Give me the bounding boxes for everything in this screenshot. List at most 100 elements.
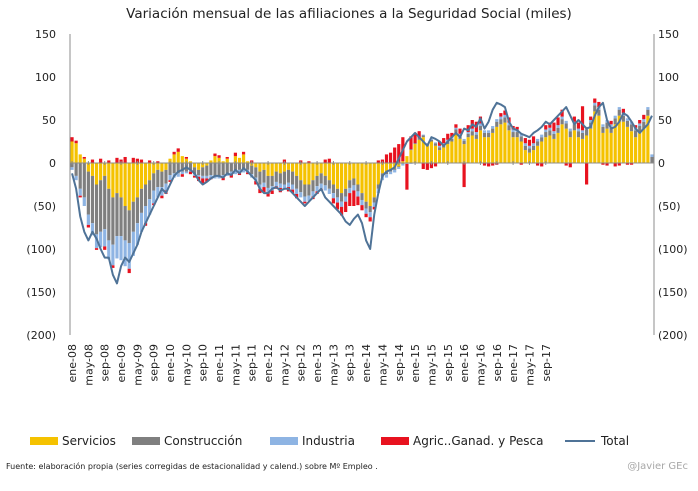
bar-industria-22 bbox=[160, 187, 164, 196]
bar-construcci-n-27 bbox=[180, 163, 184, 172]
bar-construcci-n-83 bbox=[409, 149, 413, 151]
legend-swatch-industria bbox=[270, 437, 298, 445]
bar-servicios-102 bbox=[487, 137, 491, 163]
bar-industria-115 bbox=[540, 134, 544, 138]
bar-construcci-n-136 bbox=[625, 120, 630, 127]
bar-agric-ganad-y-pesca-72 bbox=[364, 213, 368, 218]
bar-construcci-n-22 bbox=[160, 171, 164, 188]
bar-agric-ganad-y-pesca-65 bbox=[335, 202, 340, 210]
bar-industria-32 bbox=[201, 175, 205, 179]
bar-industria-41 bbox=[237, 169, 242, 173]
bar-construcci-n-103 bbox=[491, 128, 495, 133]
legend-label-servicios: Servicios bbox=[62, 434, 116, 448]
bar-industria-104 bbox=[495, 119, 499, 122]
bar-servicios-20 bbox=[152, 163, 156, 174]
bar-industria-50 bbox=[274, 181, 278, 187]
bar-construcci-n-7 bbox=[99, 180, 103, 232]
bar-servicios-131 bbox=[605, 128, 609, 163]
bar-construcci-n-104 bbox=[495, 121, 499, 127]
bar-industria-127 bbox=[589, 120, 593, 123]
bar-servicios-15 bbox=[131, 163, 135, 202]
x-tick-label-25: may-16 bbox=[474, 344, 487, 386]
bar-construcci-n-23 bbox=[164, 169, 168, 184]
bar-servicios-82 bbox=[405, 156, 409, 163]
bar-servicios-89 bbox=[433, 145, 438, 163]
bar-construcci-n-51 bbox=[278, 173, 282, 184]
bar-construcci-n-52 bbox=[282, 171, 286, 185]
bar-industria-122 bbox=[568, 128, 572, 132]
bar-industria-121 bbox=[564, 120, 568, 124]
bar-industria-142 bbox=[650, 154, 654, 157]
bar-construcci-n-62 bbox=[323, 175, 327, 186]
bar-industria-12 bbox=[119, 236, 123, 261]
bar-construcci-n-53 bbox=[286, 169, 291, 183]
y-tick-right-4: (50) bbox=[658, 200, 681, 213]
bar-agric-ganad-y-pesca-43 bbox=[246, 172, 250, 175]
bar-industria-33 bbox=[205, 175, 209, 179]
bar-agric-ganad-y-pesca-93 bbox=[450, 132, 454, 138]
x-tick-label-7: may-10 bbox=[180, 344, 193, 386]
footnote: Fuente: elaboración propia (series corre… bbox=[6, 462, 378, 471]
bar-industria-114 bbox=[536, 138, 540, 142]
bar-industria-26 bbox=[176, 173, 180, 177]
bar-servicios-141 bbox=[646, 115, 650, 163]
bar-construcci-n-111 bbox=[523, 145, 527, 151]
bar-servicios-18 bbox=[143, 163, 148, 185]
bar-construcci-n-6 bbox=[94, 184, 99, 235]
y-tick-left-0: 150 bbox=[35, 28, 56, 41]
bar-servicios-129 bbox=[597, 115, 601, 163]
bar-agric-ganad-y-pesca-63 bbox=[327, 158, 331, 163]
y-tick-right-6: (150) bbox=[658, 286, 688, 299]
bar-servicios-140 bbox=[642, 128, 646, 163]
bar-industria-34 bbox=[209, 175, 213, 178]
bar-construcci-n-134 bbox=[617, 109, 621, 116]
bar-industria-20 bbox=[152, 190, 156, 204]
bar-servicios-136 bbox=[625, 126, 630, 163]
bar-industria-21 bbox=[156, 187, 160, 198]
bar-agric-ganad-y-pesca-128 bbox=[593, 98, 597, 103]
bar-construcci-n-48 bbox=[266, 175, 270, 188]
bar-industria-130 bbox=[601, 124, 605, 127]
bar-servicios-132 bbox=[609, 132, 613, 163]
x-tick-label-28: may-17 bbox=[523, 344, 536, 386]
x-tick-label-5: sep-09 bbox=[148, 344, 161, 381]
chart-title: Variación mensual de las afiliaciones a … bbox=[126, 6, 572, 22]
bar-agric-ganad-y-pesca-133 bbox=[613, 163, 617, 167]
bar-industria-141 bbox=[646, 107, 650, 110]
bar-construcci-n-64 bbox=[331, 184, 336, 194]
bar-industria-57 bbox=[303, 196, 307, 202]
bar-servicios-91 bbox=[442, 147, 446, 163]
y-tick-left-6: (150) bbox=[26, 286, 56, 299]
bar-construcci-n-130 bbox=[601, 126, 605, 133]
bar-industria-8 bbox=[103, 229, 107, 247]
bar-agric-ganad-y-pesca-6 bbox=[94, 248, 99, 250]
bar-agric-ganad-y-pesca-26 bbox=[176, 148, 180, 152]
bar-agric-ganad-y-pesca-110 bbox=[519, 163, 523, 165]
bar-industria-111 bbox=[523, 143, 527, 146]
bar-servicios-17 bbox=[139, 163, 144, 189]
x-tick-label-11: sep-11 bbox=[246, 344, 259, 381]
bar-servicios-11 bbox=[115, 163, 119, 194]
bar-servicios-88 bbox=[429, 141, 434, 163]
bar-servicios-64 bbox=[331, 163, 336, 185]
bar-construcci-n-132 bbox=[609, 126, 613, 133]
x-tick-label-21: ene-15 bbox=[409, 344, 422, 382]
bar-construcci-n-137 bbox=[629, 124, 634, 132]
bar-industria-51 bbox=[278, 183, 282, 188]
bar-agric-ganad-y-pesca-122 bbox=[568, 163, 572, 168]
bar-agric-ganad-y-pesca-139 bbox=[638, 120, 642, 124]
bar-agric-ganad-y-pesca-80 bbox=[397, 144, 401, 163]
bar-servicios-46 bbox=[258, 163, 262, 172]
bar-agric-ganad-y-pesca-70 bbox=[356, 196, 360, 206]
bar-industria-14 bbox=[127, 242, 131, 269]
legend-label-construcci-n: Construcción bbox=[164, 434, 242, 448]
bar-servicios-4 bbox=[86, 163, 90, 172]
bar-construcci-n-85 bbox=[417, 138, 421, 140]
bar-construcci-n-71 bbox=[360, 193, 364, 200]
bar-agric-ganad-y-pesca-67 bbox=[344, 201, 348, 213]
bar-construcci-n-73 bbox=[368, 206, 372, 213]
bar-construcci-n-88 bbox=[429, 139, 434, 142]
bar-agric-ganad-y-pesca-17 bbox=[139, 159, 144, 163]
bar-industria-3 bbox=[82, 197, 86, 206]
bar-servicios-21 bbox=[156, 163, 160, 170]
